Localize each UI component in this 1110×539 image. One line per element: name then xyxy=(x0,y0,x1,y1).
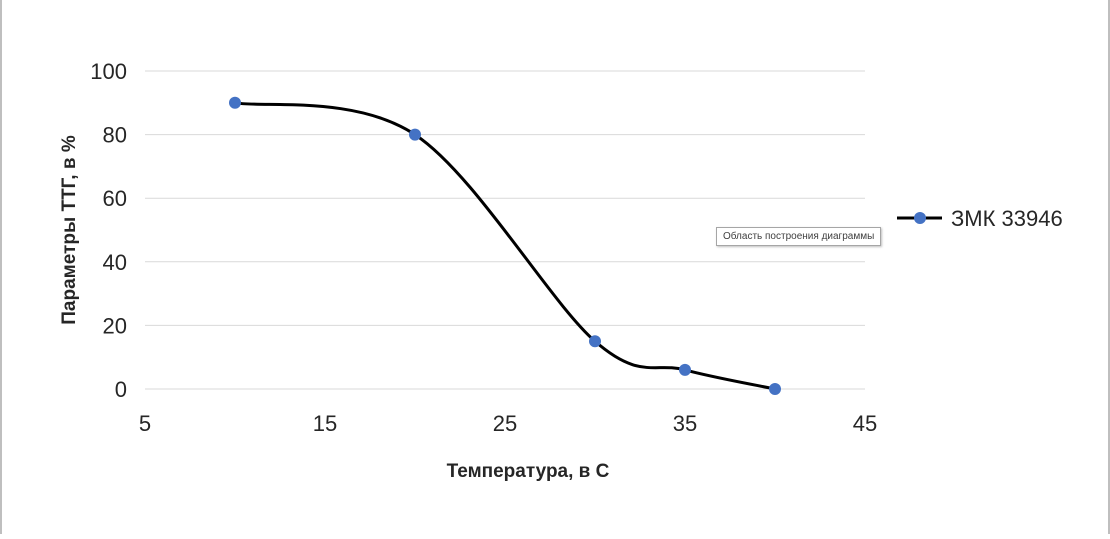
legend[interactable]: ЗМК 33946 xyxy=(897,206,1063,231)
data-point[interactable] xyxy=(679,363,691,376)
y-tick-labels: 0 20 40 60 80 100 xyxy=(90,59,127,402)
x-tick-labels: 5 15 25 35 45 xyxy=(139,411,877,436)
x-tick-label: 25 xyxy=(493,411,517,436)
plot-area[interactable] xyxy=(145,70,865,395)
x-tick-label: 35 xyxy=(673,411,697,436)
legend-label: ЗМК 33946 xyxy=(951,206,1063,231)
series-line-layer xyxy=(234,101,776,391)
legend-marker-icon xyxy=(914,212,926,224)
y-tick-label: 40 xyxy=(103,250,127,275)
data-points xyxy=(229,96,781,395)
gridlines xyxy=(145,70,865,390)
y-tick-label: 100 xyxy=(90,59,127,84)
data-point[interactable] xyxy=(229,96,241,109)
series-line-0 xyxy=(234,101,776,391)
x-tick-label: 15 xyxy=(313,411,337,436)
y-tick-label: 0 xyxy=(115,377,127,402)
data-point[interactable] xyxy=(589,335,601,348)
data-point[interactable] xyxy=(409,128,421,141)
x-tick-label: 45 xyxy=(853,411,877,436)
x-axis-label: Температура, в С xyxy=(447,461,610,482)
y-tick-label: 60 xyxy=(103,186,127,211)
tooltip: Область построения диаграммы xyxy=(716,227,882,246)
x-tick-label: 5 xyxy=(139,411,151,436)
y-tick-label: 80 xyxy=(103,123,127,148)
y-axis-label: Параметры ТТГ, в % xyxy=(59,135,80,325)
y-tick-label: 20 xyxy=(103,313,127,338)
data-point[interactable] xyxy=(769,383,781,395)
